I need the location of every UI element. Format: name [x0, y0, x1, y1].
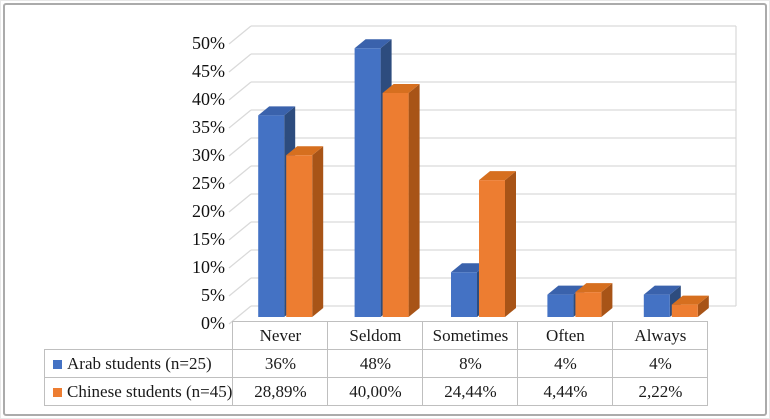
gridline-depth-tick — [228, 221, 252, 241]
bar-front-face — [575, 292, 602, 317]
value-cell-arab-sometimes: 8% — [422, 349, 519, 378]
y-axis-tick-label: 30% — [192, 145, 225, 165]
legend-swatch-chinese-icon — [53, 387, 62, 397]
y-axis-tick-label: 50% — [192, 33, 225, 53]
series-name: Chinese students (n=45) — [67, 381, 233, 401]
value-cell-arab-seldom: 48% — [327, 349, 424, 378]
bar-front-face — [258, 115, 285, 318]
bar-top-face — [479, 171, 516, 181]
category-header-never: Never — [232, 321, 329, 350]
bar-front-face — [286, 155, 313, 317]
series-row-arab: Arab students (n=25) 36% 48% 8% 4% 4% — [43, 349, 709, 378]
bar-top-face — [354, 39, 392, 49]
gridline-depth-tick — [228, 137, 252, 157]
bar-side-face — [312, 146, 324, 317]
bar-top-face — [286, 146, 324, 156]
value-cell-arab-always: 4% — [612, 349, 709, 378]
gridline-depth-tick — [228, 193, 252, 213]
legend-cell-chinese: Chinese students (n=45) — [43, 377, 234, 406]
y-axis-tick-label: 15% — [192, 229, 225, 249]
value-cell-chinese-never: 28,89% — [232, 377, 329, 406]
bar-chinese-often — [575, 283, 613, 317]
bar-top-face — [258, 106, 296, 116]
bar-side-face — [408, 84, 420, 317]
bar-chinese-never — [286, 146, 324, 317]
value-cell-arab-never: 36% — [232, 349, 329, 378]
value-cell-chinese-often: 4,44% — [517, 377, 614, 406]
category-header-seldom: Seldom — [327, 321, 424, 350]
y-axis-tick-label: 45% — [192, 61, 225, 81]
y-axis-tick-label: 35% — [192, 117, 225, 137]
category-header-often: Often — [517, 321, 614, 350]
gridline-depth-tick — [228, 277, 252, 297]
bar-front-face — [382, 93, 409, 317]
bar-top-face — [451, 263, 488, 273]
bar-front-face — [671, 304, 698, 317]
series-row-chinese: Chinese students (n=45) 28,89% 40,00% 24,44… — [43, 377, 709, 406]
bar-top-face — [382, 84, 420, 93]
bar-chinese-always — [671, 295, 709, 317]
value-cell-chinese-seldom: 40,00% — [327, 377, 424, 406]
series-name: Arab students (n=25) — [67, 353, 212, 373]
gridline-depth-tick — [228, 109, 252, 129]
value-cell-chinese-sometimes: 24,44% — [422, 377, 519, 406]
bar-front-face — [547, 294, 574, 317]
bar-chinese-seldom — [382, 84, 420, 317]
gridline-depth-tick — [228, 249, 252, 269]
data-table: Never Seldom Sometimes Often Always Arab stud… — [43, 321, 709, 406]
bar-top-face — [547, 285, 585, 295]
gridline-depth-tick — [228, 81, 252, 101]
bar-side-face — [505, 171, 516, 317]
y-axis-tick-label: 5% — [201, 285, 225, 305]
bar-top-face — [643, 285, 681, 295]
table-corner-spacer — [44, 321, 234, 350]
bar-front-face — [354, 48, 381, 317]
value-cell-chinese-always: 2,22% — [612, 377, 709, 406]
bar-front-face — [451, 272, 477, 317]
category-header-always: Always — [612, 321, 709, 350]
bar-side-face — [697, 295, 709, 317]
gridline-depth-tick — [228, 165, 252, 185]
bar-chinese-sometimes — [479, 171, 516, 317]
bar-top-face — [575, 283, 613, 293]
plot-area: 0%5%10%15%20%25%30%35%40%45%50% — [192, 25, 737, 331]
y-axis-tick-label: 20% — [192, 201, 225, 221]
category-header-sometimes: Sometimes — [422, 321, 519, 350]
bar-top-face — [671, 295, 709, 305]
bar-side-face — [601, 283, 613, 317]
y-axis-tick-label: 10% — [192, 257, 225, 277]
legend-swatch-arab-icon — [53, 359, 62, 369]
bar-front-face — [643, 294, 670, 317]
y-axis-tick-label: 40% — [192, 89, 225, 109]
legend-cell-arab: Arab students (n=25) — [43, 349, 234, 378]
bar-front-face — [479, 180, 505, 317]
gridline-depth-tick — [228, 53, 252, 73]
category-header-row: Never Seldom Sometimes Often Always — [44, 321, 709, 350]
gridline-depth-tick — [228, 25, 252, 45]
y-axis-tick-label: 25% — [192, 173, 225, 193]
value-cell-arab-often: 4% — [517, 349, 614, 378]
